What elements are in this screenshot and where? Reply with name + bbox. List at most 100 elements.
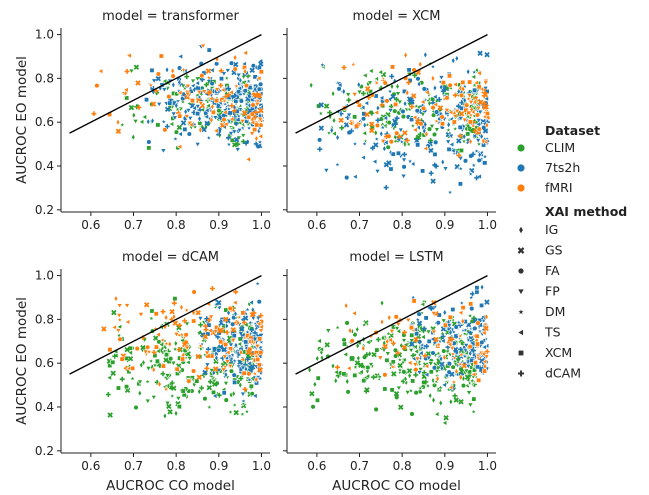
data-point-clim [106, 374, 112, 381]
data-point-7ts2h [352, 173, 358, 180]
data-point-7ts2h [242, 315, 249, 321]
data-point-clim [118, 121, 126, 128]
data-point-7ts2h [360, 116, 367, 122]
data-point-7ts2h [208, 67, 215, 74]
data-point-7ts2h [233, 310, 238, 318]
data-point-7ts2h [203, 113, 209, 120]
data-point-clim [374, 347, 380, 353]
legend-label: dCAM [545, 366, 581, 381]
data-point-fmri [166, 94, 172, 100]
data-point-clim [344, 320, 350, 326]
data-point-7ts2h [248, 299, 254, 306]
data-point-fmri [232, 82, 240, 90]
data-point-fmri [481, 352, 488, 358]
data-point-7ts2h [231, 357, 239, 364]
data-point-clim [367, 67, 374, 75]
data-point-fmri [177, 322, 183, 328]
data-point-fmri [463, 107, 469, 113]
data-point-7ts2h [431, 93, 438, 100]
data-point-7ts2h [228, 60, 235, 66]
data-point-7ts2h [329, 126, 334, 135]
data-point-7ts2h [194, 80, 200, 87]
data-point-clim [331, 130, 337, 137]
data-point-clim [365, 339, 371, 346]
data-point-7ts2h [401, 164, 407, 170]
data-point-fmri [206, 90, 212, 96]
data-point-clim [399, 341, 404, 350]
data-point-7ts2h [457, 124, 463, 130]
data-point-clim [147, 357, 155, 365]
data-point-7ts2h [428, 147, 434, 154]
data-point-7ts2h [252, 392, 258, 399]
legend-marker-diamond [518, 225, 524, 235]
data-point-fmri [228, 89, 234, 96]
data-point-fmri [123, 303, 131, 309]
legend-item-dm: DM [516, 304, 565, 319]
data-point-7ts2h [430, 178, 436, 184]
data-point-fmri [177, 113, 183, 119]
data-point-7ts2h [415, 76, 421, 82]
legend-label: DM [545, 304, 565, 319]
data-point-clim [133, 64, 140, 70]
data-point-7ts2h [360, 140, 369, 147]
data-point-clim [386, 119, 392, 126]
data-point-7ts2h [233, 341, 239, 349]
data-point-fmri [254, 375, 259, 384]
data-point-7ts2h [245, 376, 253, 383]
y-axis-label: AUCROC EO model [14, 56, 30, 184]
data-point-fmri [380, 138, 387, 145]
data-point-clim [124, 95, 130, 101]
x-tick-label: 0.9 [209, 459, 228, 473]
data-point-clim [307, 366, 312, 374]
data-point-fmri [197, 342, 205, 350]
data-point-clim [111, 309, 117, 316]
legend-label: FP [545, 284, 560, 299]
data-point-clim [431, 382, 438, 388]
data-point-fmri [457, 309, 464, 316]
data-point-7ts2h [150, 117, 155, 125]
data-point-clim [384, 357, 390, 363]
data-point-clim [341, 371, 347, 377]
data-point-clim [231, 401, 239, 409]
data-point-7ts2h [455, 103, 461, 109]
data-point-fmri [218, 82, 224, 88]
data-point-fmri [447, 82, 453, 88]
data-point-fmri [232, 53, 238, 62]
data-point-fmri [475, 105, 482, 112]
data-point-7ts2h [482, 86, 489, 92]
data-point-7ts2h [239, 397, 248, 405]
y-tick-label: 1.0 [35, 269, 54, 283]
data-point-7ts2h [462, 132, 467, 141]
data-point-fmri [222, 109, 228, 116]
data-point-fmri [113, 294, 119, 303]
data-point-7ts2h [423, 371, 430, 378]
data-point-clim [458, 399, 464, 405]
legend-marker-circle [517, 267, 525, 275]
data-point-fmri [432, 101, 438, 108]
data-point-7ts2h [386, 160, 392, 166]
data-point-fmri [94, 83, 100, 89]
data-point-7ts2h [461, 326, 469, 334]
data-point-fmri [447, 314, 453, 320]
data-point-7ts2h [177, 131, 183, 138]
data-point-fmri [184, 91, 191, 98]
data-point-clim [115, 385, 121, 391]
data-point-clim [171, 345, 179, 353]
x-tick-label: 0.8 [393, 459, 412, 473]
data-point-clim [231, 141, 238, 148]
data-point-clim [373, 129, 378, 137]
data-point-fmri [456, 360, 464, 368]
data-point-clim [428, 369, 434, 375]
data-point-7ts2h [422, 127, 427, 135]
data-point-clim [173, 129, 180, 135]
data-point-fmri [388, 329, 396, 335]
data-point-fmri [374, 122, 381, 129]
y-tick-label: 0.2 [35, 444, 54, 458]
legend-item-xcm: XCM [517, 345, 572, 360]
data-point-7ts2h [156, 101, 163, 108]
data-point-fmri [257, 133, 263, 140]
data-point-7ts2h [456, 138, 462, 144]
data-point-fmri [405, 317, 412, 324]
data-point-7ts2h [429, 62, 437, 70]
